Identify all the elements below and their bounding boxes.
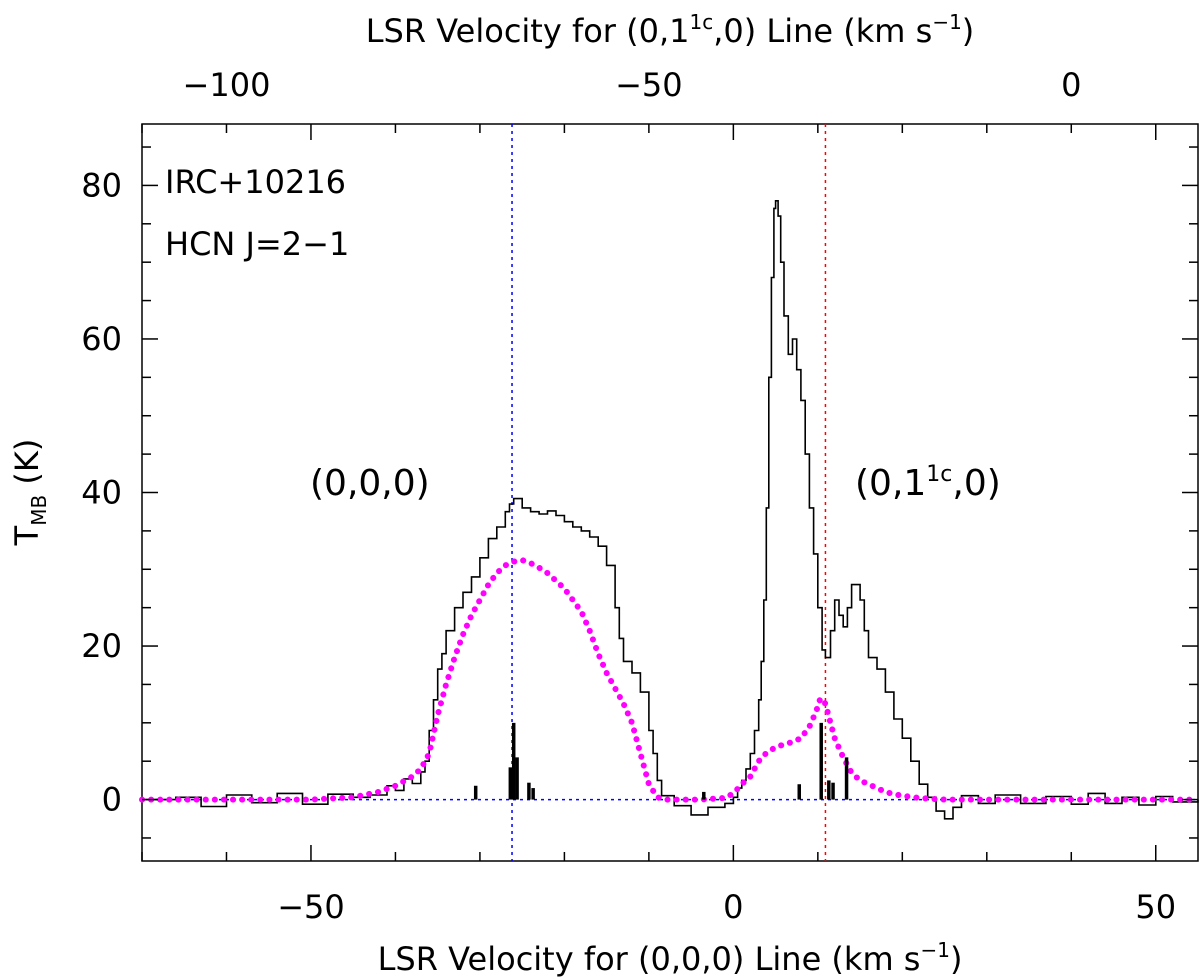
x-axis-title-suffix: ): [950, 940, 962, 978]
vibrational-state-suffix: ,0): [952, 463, 1000, 504]
object-label: IRC+10216: [165, 163, 346, 201]
y-tick-label: 40: [81, 474, 122, 512]
axis-ticks: [141, 124, 1198, 861]
channel-markers: [473, 722, 849, 800]
vibrational-state-annotation: (0,11c,0): [855, 462, 1001, 504]
transition-label: HCN J=2−1: [165, 225, 349, 263]
tick-labels: −50 0 50 0 20 40 60 80 −100 −50 0: [81, 66, 1176, 926]
x-tick-label: −50: [277, 888, 345, 926]
model-spectrum-line: [139, 557, 1200, 803]
vibrational-state-superscript: 1c: [926, 462, 952, 487]
vibrational-state-prefix: (0,1: [855, 463, 926, 504]
x-axis-title-prefix: LSR Velocity for (0,0,0) Line (km s: [378, 940, 921, 978]
y-axis-title-subscript: MB: [27, 495, 51, 526]
ground-state-annotation: (0,0,0): [310, 463, 430, 504]
y-tick-label: 20: [81, 627, 122, 665]
y-axis-title-suffix: (K): [8, 439, 46, 495]
observed-spectrum-line: [142, 200, 1199, 820]
y-tick-label: 0: [102, 781, 122, 819]
top-axis-title-suffix: ): [962, 12, 974, 50]
x-tick-label: 0: [723, 888, 743, 926]
y-tick-label: 60: [81, 320, 122, 358]
top-x-tick-label: 0: [1061, 66, 1081, 104]
top-axis-title-middle: ,0) Line (km s: [713, 12, 932, 50]
top-x-tick-label: −100: [183, 66, 271, 104]
x-axis-title: LSR Velocity for (0,0,0) Line (km s−1): [378, 938, 963, 978]
top-axis-title-prefix: LSR Velocity for (0,1: [366, 12, 690, 50]
top-axis-title-superscript-1: 1c: [690, 10, 714, 34]
y-axis-title-main: T: [8, 525, 46, 546]
series-layer: [139, 200, 1200, 820]
top-axis-title-superscript-2: −1: [932, 10, 961, 34]
top-x-tick-label: −50: [615, 66, 683, 104]
top-axis-title: LSR Velocity for (0,11c,0) Line (km s−1): [366, 10, 975, 50]
y-axis-title: TMB (K): [8, 439, 51, 547]
x-tick-label: 50: [1135, 888, 1176, 926]
y-tick-label: 80: [81, 166, 122, 204]
x-axis-title-superscript: −1: [920, 938, 949, 962]
